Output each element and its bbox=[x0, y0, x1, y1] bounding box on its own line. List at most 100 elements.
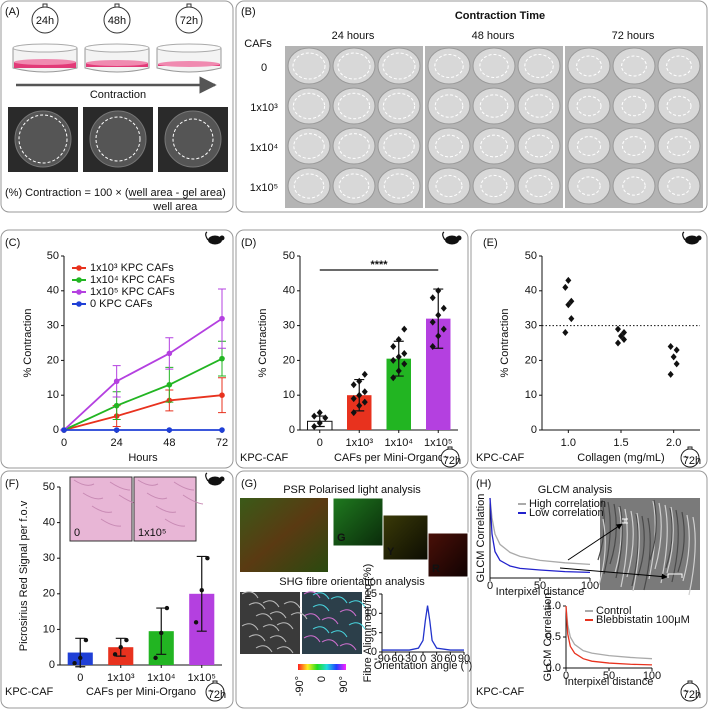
y-axis-label: Picrosirius Red Signal per f.o.v bbox=[18, 500, 30, 651]
error-bar bbox=[196, 555, 207, 632]
inset-texture bbox=[164, 518, 186, 527]
y-axis-label: GLCM Correlation bbox=[475, 494, 487, 583]
well bbox=[517, 127, 561, 165]
gel-outline bbox=[434, 94, 464, 118]
error-bar bbox=[393, 340, 404, 377]
sem-texture bbox=[665, 507, 673, 569]
y-tick-label: 30 bbox=[525, 320, 537, 332]
data-point bbox=[562, 283, 569, 291]
gel-outline bbox=[382, 52, 416, 80]
clock-icon bbox=[687, 446, 693, 449]
inset-label: 0 bbox=[74, 527, 80, 539]
column-header: 48 hours bbox=[472, 30, 515, 42]
time-label: 24h bbox=[36, 15, 54, 27]
gel-outline bbox=[383, 133, 415, 159]
timer-icon bbox=[175, 6, 203, 34]
clock-icon bbox=[684, 689, 688, 693]
fibre bbox=[321, 639, 339, 647]
data-point bbox=[673, 360, 680, 368]
x-tick-label: 1.5 bbox=[613, 437, 628, 449]
clock-icon bbox=[444, 455, 448, 459]
inset-texture bbox=[91, 505, 113, 513]
well bbox=[517, 87, 561, 125]
tag: KPC-CAF bbox=[476, 686, 525, 698]
panel-title: GLCM analysis bbox=[538, 484, 613, 496]
channel-label: Y bbox=[387, 546, 395, 558]
data-point bbox=[72, 661, 77, 666]
series-line bbox=[63, 394, 223, 431]
clock-icon bbox=[447, 446, 453, 449]
psr-image bbox=[240, 498, 328, 572]
gel-outline bbox=[338, 133, 370, 159]
data-point bbox=[568, 315, 575, 323]
x-axis-label: CAFs per Mini-Organo bbox=[334, 452, 444, 464]
well bbox=[517, 167, 561, 205]
fibre bbox=[330, 596, 348, 604]
error-bar bbox=[433, 288, 444, 349]
data-point bbox=[429, 318, 436, 326]
clock-icon bbox=[212, 680, 218, 683]
data-point bbox=[429, 294, 436, 302]
inset-texture bbox=[73, 479, 95, 486]
shg-image bbox=[240, 592, 300, 654]
gel-outline bbox=[293, 133, 325, 159]
gel-outline bbox=[576, 55, 602, 77]
legend-swatch bbox=[76, 289, 82, 295]
clock-label: 72h bbox=[443, 455, 461, 467]
y-tick-label: 40 bbox=[283, 285, 295, 297]
inset-texture bbox=[82, 492, 104, 500]
formula: (%) Contraction = 100 × (well area - gel… bbox=[5, 187, 226, 199]
y-tick-label: 5 bbox=[371, 627, 377, 639]
inset-texture bbox=[155, 505, 177, 513]
panel-label: (B) bbox=[241, 6, 256, 18]
x-tick-label: 0 bbox=[317, 437, 323, 449]
data-point bbox=[401, 360, 408, 368]
timer-icon bbox=[42, 3, 48, 7]
x-tick-label: 100 bbox=[643, 670, 661, 682]
data-point bbox=[615, 339, 621, 347]
x-tick-label: 0 bbox=[487, 580, 493, 592]
y-tick-label: 40 bbox=[525, 285, 537, 297]
y-tick-label: 10 bbox=[283, 389, 295, 401]
sem-texture bbox=[688, 516, 696, 596]
well bbox=[472, 87, 516, 125]
well bbox=[427, 47, 471, 85]
well bbox=[612, 127, 656, 165]
dish-rim bbox=[156, 43, 222, 53]
gel-outline bbox=[577, 176, 601, 196]
data-point bbox=[166, 381, 173, 388]
data-point bbox=[112, 652, 118, 657]
colorbar-label: 90° bbox=[338, 676, 350, 693]
data-point bbox=[390, 356, 397, 364]
gel-outline bbox=[524, 54, 554, 78]
well bbox=[472, 47, 516, 85]
sem-texture bbox=[598, 518, 606, 586]
significance-label: **** bbox=[370, 259, 388, 271]
well bbox=[657, 87, 701, 125]
panel-label: (E) bbox=[483, 237, 498, 249]
well bbox=[427, 127, 471, 165]
gel-top bbox=[158, 61, 220, 67]
well bbox=[612, 167, 656, 205]
clock-label: 72h bbox=[208, 689, 226, 701]
mouse-icon bbox=[442, 231, 446, 241]
timer-icon bbox=[114, 3, 120, 7]
y-tick-label: 0 bbox=[371, 646, 377, 658]
mouse-icon bbox=[208, 476, 222, 486]
sem-texture bbox=[649, 499, 657, 561]
timer-icon bbox=[31, 6, 59, 34]
clock-icon bbox=[680, 448, 700, 468]
x-tick-label: 1x10⁵ bbox=[424, 437, 452, 449]
data-point bbox=[219, 427, 225, 433]
x-tick-label: 48 bbox=[163, 437, 175, 449]
well bbox=[332, 47, 376, 85]
timer-icon bbox=[186, 3, 192, 7]
time-label: 48h bbox=[108, 15, 126, 27]
data-point bbox=[350, 395, 357, 403]
data-point bbox=[205, 556, 210, 561]
y-tick-label: 0 bbox=[531, 424, 537, 436]
y-tick-label: 20 bbox=[283, 354, 295, 366]
x-tick-label: 100 bbox=[581, 580, 599, 592]
data-point bbox=[219, 315, 225, 322]
fibre bbox=[312, 604, 330, 612]
